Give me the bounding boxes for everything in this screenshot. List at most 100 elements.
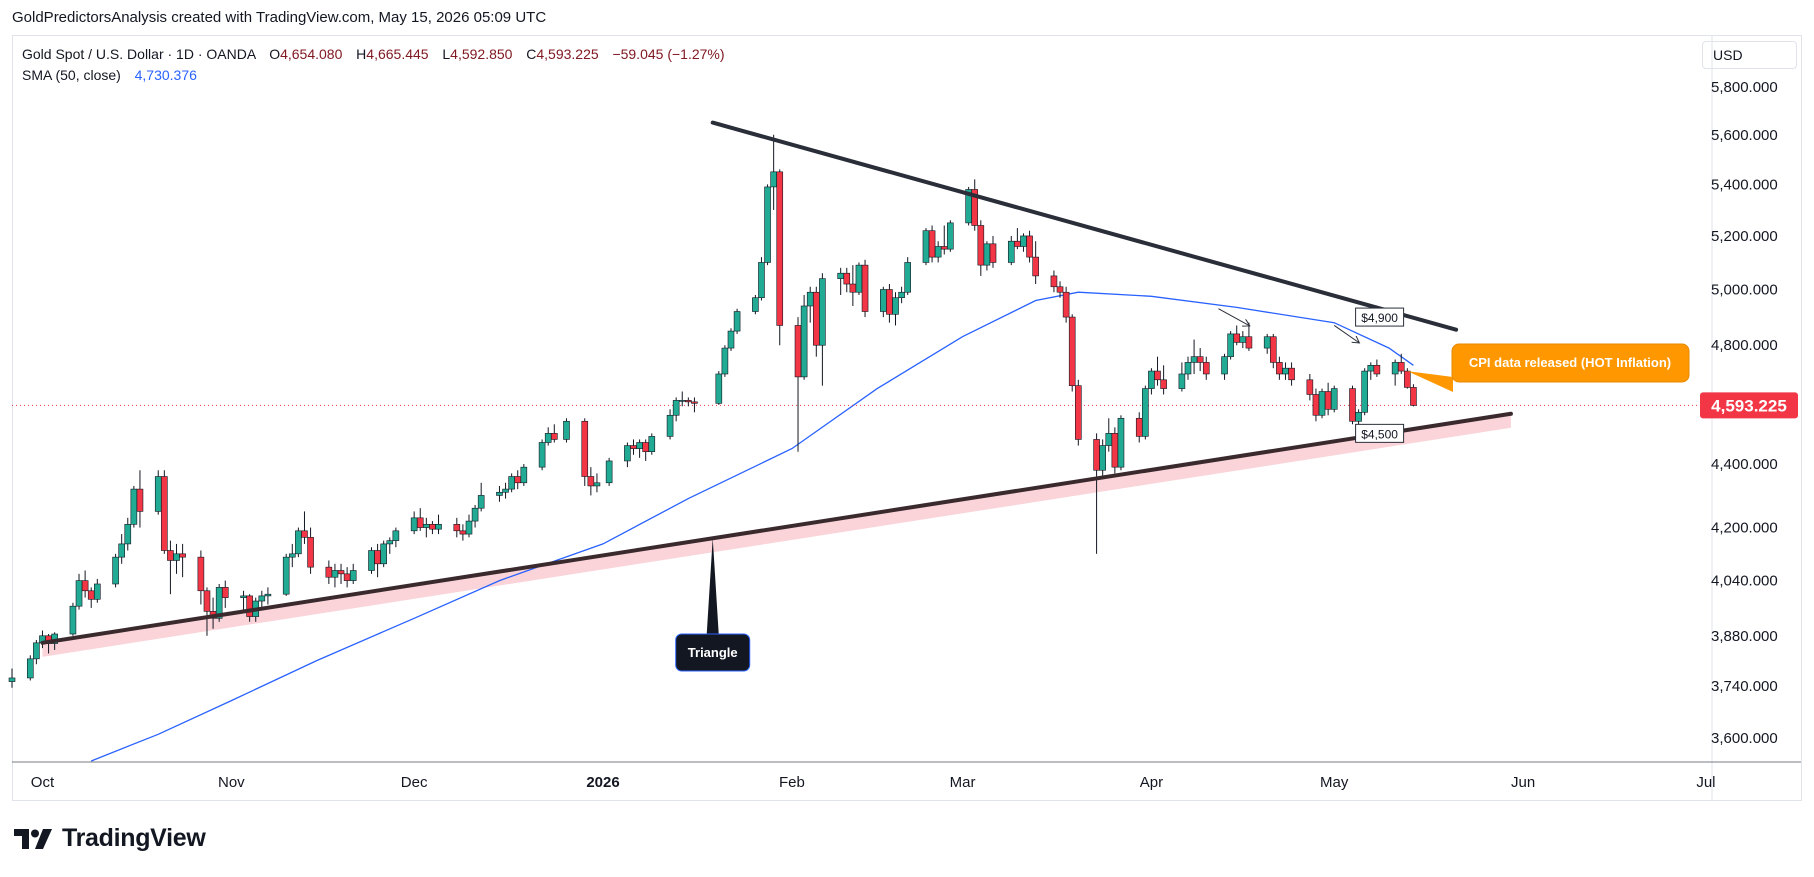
candle-2026-04-06 xyxy=(1178,362,1186,392)
candle-2026-03-24 xyxy=(1099,439,1106,477)
candle-body xyxy=(1154,370,1161,381)
candle-body xyxy=(161,476,168,551)
candle-2025-11-07 xyxy=(264,587,272,605)
candle-body xyxy=(173,553,180,561)
candle-body xyxy=(75,580,83,607)
candle-body xyxy=(410,517,418,532)
candle-2025-10-07 xyxy=(75,573,83,610)
currency-selector[interactable]: USD xyxy=(1702,41,1797,69)
candle-2026-02-27 xyxy=(947,220,954,252)
y-tick-label-3: 4,040.000 xyxy=(1711,573,1778,590)
candle-2026-03-03 xyxy=(971,179,979,231)
candle-2026-01-09 xyxy=(648,433,656,455)
candle-2025-12-05 xyxy=(435,514,442,535)
candle-2026-01-20 xyxy=(715,371,723,405)
candle-body xyxy=(624,445,631,462)
candle-body xyxy=(1135,417,1143,437)
candle-body xyxy=(203,590,211,612)
chart-frame xyxy=(12,35,1802,801)
candle-body xyxy=(1263,336,1271,349)
candle-body xyxy=(630,445,637,449)
candle-2026-03-12 xyxy=(1026,230,1033,263)
low-value: 4,592.850 xyxy=(450,46,513,62)
candle-body xyxy=(453,524,461,532)
candle-body xyxy=(240,595,247,598)
candle-2026-04-29 xyxy=(1318,388,1326,419)
candle-body xyxy=(733,311,741,332)
candle-body xyxy=(221,587,229,598)
price-label-4500-box xyxy=(1355,423,1405,443)
candle-body xyxy=(581,420,589,477)
candle-2025-11-20 xyxy=(343,567,351,588)
candle-2026-03-05 xyxy=(983,241,991,271)
candle-2026-03-09 xyxy=(1007,235,1015,266)
candle-body xyxy=(642,442,649,452)
open-value: 4,654.080 xyxy=(280,46,343,62)
candle-2025-09-29 xyxy=(26,655,34,681)
candle-body xyxy=(813,291,820,346)
candle-body xyxy=(1355,411,1362,422)
candle-2026-04-24 xyxy=(1288,362,1295,386)
candle-2026-02-06 xyxy=(819,273,826,386)
candle-2026-01-12 xyxy=(666,409,674,440)
y-tick-label-7: 5,000.000 xyxy=(1711,281,1778,298)
candle-2025-10-24 xyxy=(179,543,186,578)
low-label: L xyxy=(442,46,451,62)
candle-body xyxy=(471,507,479,522)
sma-value: 4,730.376 xyxy=(134,67,197,83)
candle-body xyxy=(258,595,266,602)
candle-2026-03-13 xyxy=(1032,241,1039,285)
candle-body xyxy=(1227,333,1234,357)
candle-body xyxy=(1056,286,1064,293)
candle-2026-01-21 xyxy=(721,345,729,377)
candle-body xyxy=(849,283,857,293)
candle-body xyxy=(636,442,643,449)
candle-body xyxy=(758,262,765,299)
candle-body xyxy=(1306,379,1314,395)
candle-2026-04-27 xyxy=(1306,373,1314,401)
candle-2026-03-25 xyxy=(1105,418,1113,452)
candle-body xyxy=(648,436,656,452)
candle-body xyxy=(87,590,95,600)
sma-legend-row[interactable]: SMA (50, close) 4,730.376 xyxy=(22,65,725,86)
chart-legend: Gold Spot / U.S. Dollar · 1D · OANDA O4,… xyxy=(22,44,725,86)
candle-body xyxy=(1068,316,1076,386)
candle-body xyxy=(386,540,394,545)
candle-2026-04-23 xyxy=(1282,362,1289,380)
candle-2026-05-14 xyxy=(1410,384,1417,407)
candle-body xyxy=(301,530,308,538)
candle-2025-11-14 xyxy=(307,527,314,574)
candle-body xyxy=(136,488,144,512)
candle-body xyxy=(154,476,162,512)
x-tick-label-apr: Apr xyxy=(1140,774,1163,791)
candle-body xyxy=(1312,394,1320,416)
candle-body xyxy=(1062,291,1070,318)
candle-body xyxy=(465,520,473,535)
close-label: C xyxy=(526,46,537,62)
candle-body xyxy=(1391,362,1399,375)
candle-body xyxy=(800,305,808,378)
cpi-callout-text: CPI data released (HOT Inflation) xyxy=(1469,355,1671,370)
candle-2025-10-20 xyxy=(154,470,162,515)
candle-body xyxy=(1178,373,1186,389)
candle-2025-10-21 xyxy=(161,470,168,554)
candle-body xyxy=(94,583,101,600)
candle-body xyxy=(672,400,680,416)
candle-2026-02-03 xyxy=(800,294,808,380)
candle-body xyxy=(416,517,424,528)
candle-2026-02-17 xyxy=(886,284,893,323)
candle-body xyxy=(1324,391,1332,410)
candle-2026-03-31 xyxy=(1142,385,1149,440)
annotation-arrow-2 xyxy=(1333,325,1358,342)
candle-2026-04-17 xyxy=(1245,322,1253,351)
candle-2025-11-19 xyxy=(337,563,345,584)
candle-body xyxy=(130,488,138,525)
candle-body xyxy=(380,543,387,565)
ohlc-legend-row: Gold Spot / U.S. Dollar · 1D · OANDA O4,… xyxy=(22,44,725,65)
x-tick-label-jul: Jul xyxy=(1696,774,1715,791)
triangle-pointer xyxy=(706,538,719,634)
candle-2025-11-10 xyxy=(282,553,290,596)
candle-body xyxy=(678,400,686,402)
candle-2026-03-11 xyxy=(1020,233,1027,252)
